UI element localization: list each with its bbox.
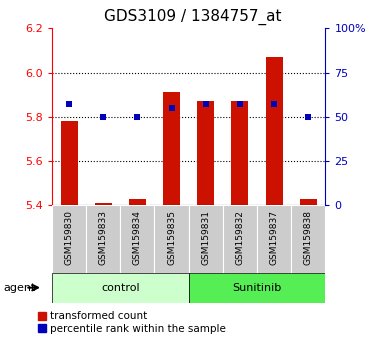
Text: Sunitinib: Sunitinib [233, 282, 281, 293]
Bar [223, 205, 257, 273]
Bar [231, 101, 248, 205]
Point [271, 102, 277, 107]
Bar [129, 199, 146, 205]
Bar [266, 57, 283, 205]
Bar [120, 205, 154, 273]
Text: GSM159837: GSM159837 [270, 210, 279, 265]
Bar [154, 205, 189, 273]
Point [169, 105, 175, 111]
Text: control: control [101, 282, 140, 293]
Text: GSM159833: GSM159833 [99, 210, 108, 265]
Text: GSM159830: GSM159830 [65, 210, 74, 265]
Bar [95, 203, 112, 205]
Legend: transformed count, percentile rank within the sample: transformed count, percentile rank withi… [38, 312, 226, 334]
Text: GSM159832: GSM159832 [235, 210, 244, 265]
Bar [291, 205, 325, 273]
Text: GSM159831: GSM159831 [201, 210, 210, 265]
Text: GSM159834: GSM159834 [133, 210, 142, 265]
Bar [257, 205, 291, 273]
Bar [163, 92, 180, 205]
Bar [86, 205, 120, 273]
Text: GSM159835: GSM159835 [167, 210, 176, 265]
Bar [52, 205, 86, 273]
Bar [189, 205, 223, 273]
Point [203, 102, 209, 107]
Bar [189, 273, 325, 303]
Text: GSM159838: GSM159838 [304, 210, 313, 265]
Point [305, 114, 311, 120]
Text: agent: agent [4, 282, 36, 293]
Bar [52, 273, 189, 303]
Bar [300, 199, 317, 205]
Bar [197, 101, 214, 205]
Point [134, 114, 141, 120]
Point [237, 102, 243, 107]
Text: GDS3109 / 1384757_at: GDS3109 / 1384757_at [104, 9, 281, 25]
Point [66, 102, 72, 107]
Point [100, 114, 106, 120]
Bar [60, 121, 78, 205]
